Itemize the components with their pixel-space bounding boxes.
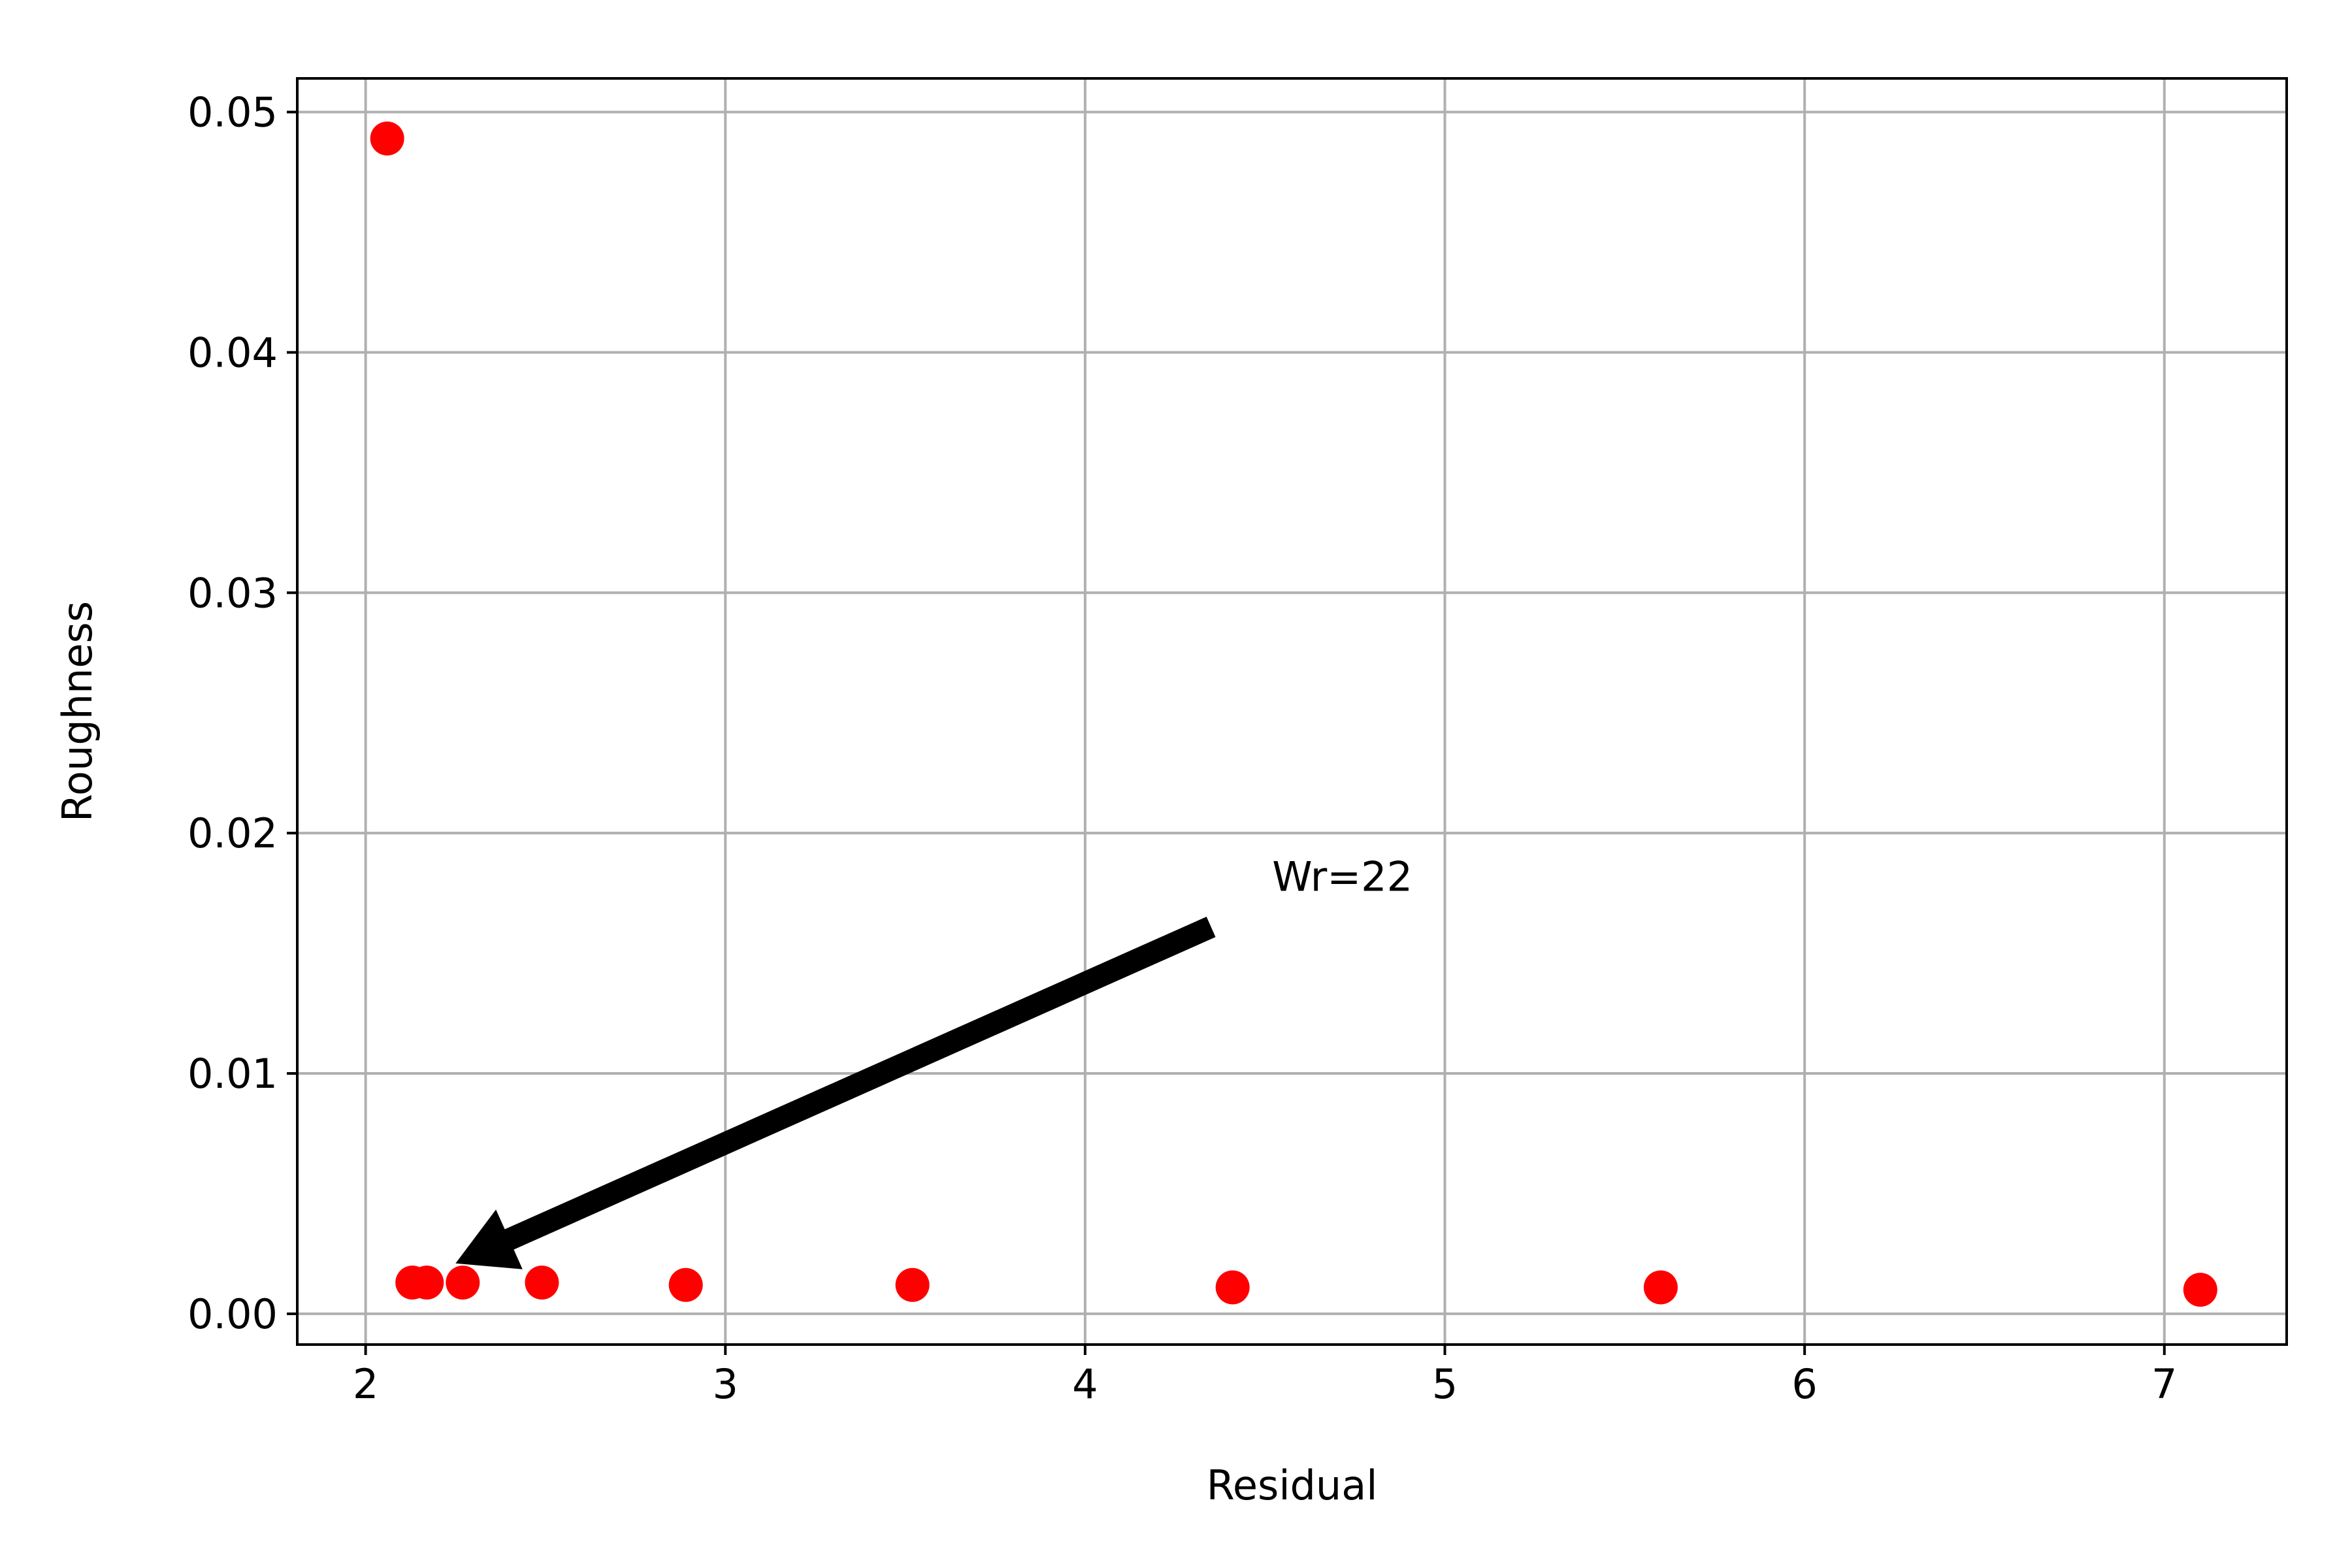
data-point xyxy=(2183,1273,2217,1307)
data-point xyxy=(410,1266,444,1300)
x-tick-label: 5 xyxy=(1432,1360,1458,1408)
x-tick-label: 7 xyxy=(2151,1360,2177,1408)
y-axis-label: Roughness xyxy=(54,601,101,822)
data-point xyxy=(668,1267,703,1302)
plot-frame xyxy=(296,77,2288,1346)
y-tick-label: 0.00 xyxy=(188,1290,278,1338)
annotation-text: Wr=22 xyxy=(1272,853,1413,900)
data-points xyxy=(370,121,2217,1307)
x-axis-label: Residual xyxy=(1207,1462,1378,1509)
data-point xyxy=(446,1266,480,1300)
annotation: Wr=22 xyxy=(455,853,1413,1269)
data-point xyxy=(370,121,404,155)
x-tick-label: 2 xyxy=(353,1360,378,1408)
y-tick-label: 0.05 xyxy=(188,89,278,137)
data-point xyxy=(525,1266,559,1300)
x-tick-label: 6 xyxy=(1791,1360,1817,1408)
y-tick-label: 0.04 xyxy=(188,329,278,376)
y-tick-label: 0.01 xyxy=(188,1050,278,1098)
data-point xyxy=(1643,1270,1678,1305)
x-tick-label: 4 xyxy=(1072,1360,1098,1408)
grid xyxy=(297,78,2287,1345)
data-point xyxy=(1215,1270,1250,1305)
annotation-arrow xyxy=(455,917,1216,1269)
x-tick-label: 3 xyxy=(713,1360,738,1408)
ticks: 2 3 4 5 6 7 0.00 0.01 0.02 0.03 0.04 0.05 xyxy=(188,89,2178,1408)
y-tick-label: 0.03 xyxy=(188,569,278,617)
data-point xyxy=(895,1267,930,1302)
y-tick-label: 0.02 xyxy=(188,809,278,857)
